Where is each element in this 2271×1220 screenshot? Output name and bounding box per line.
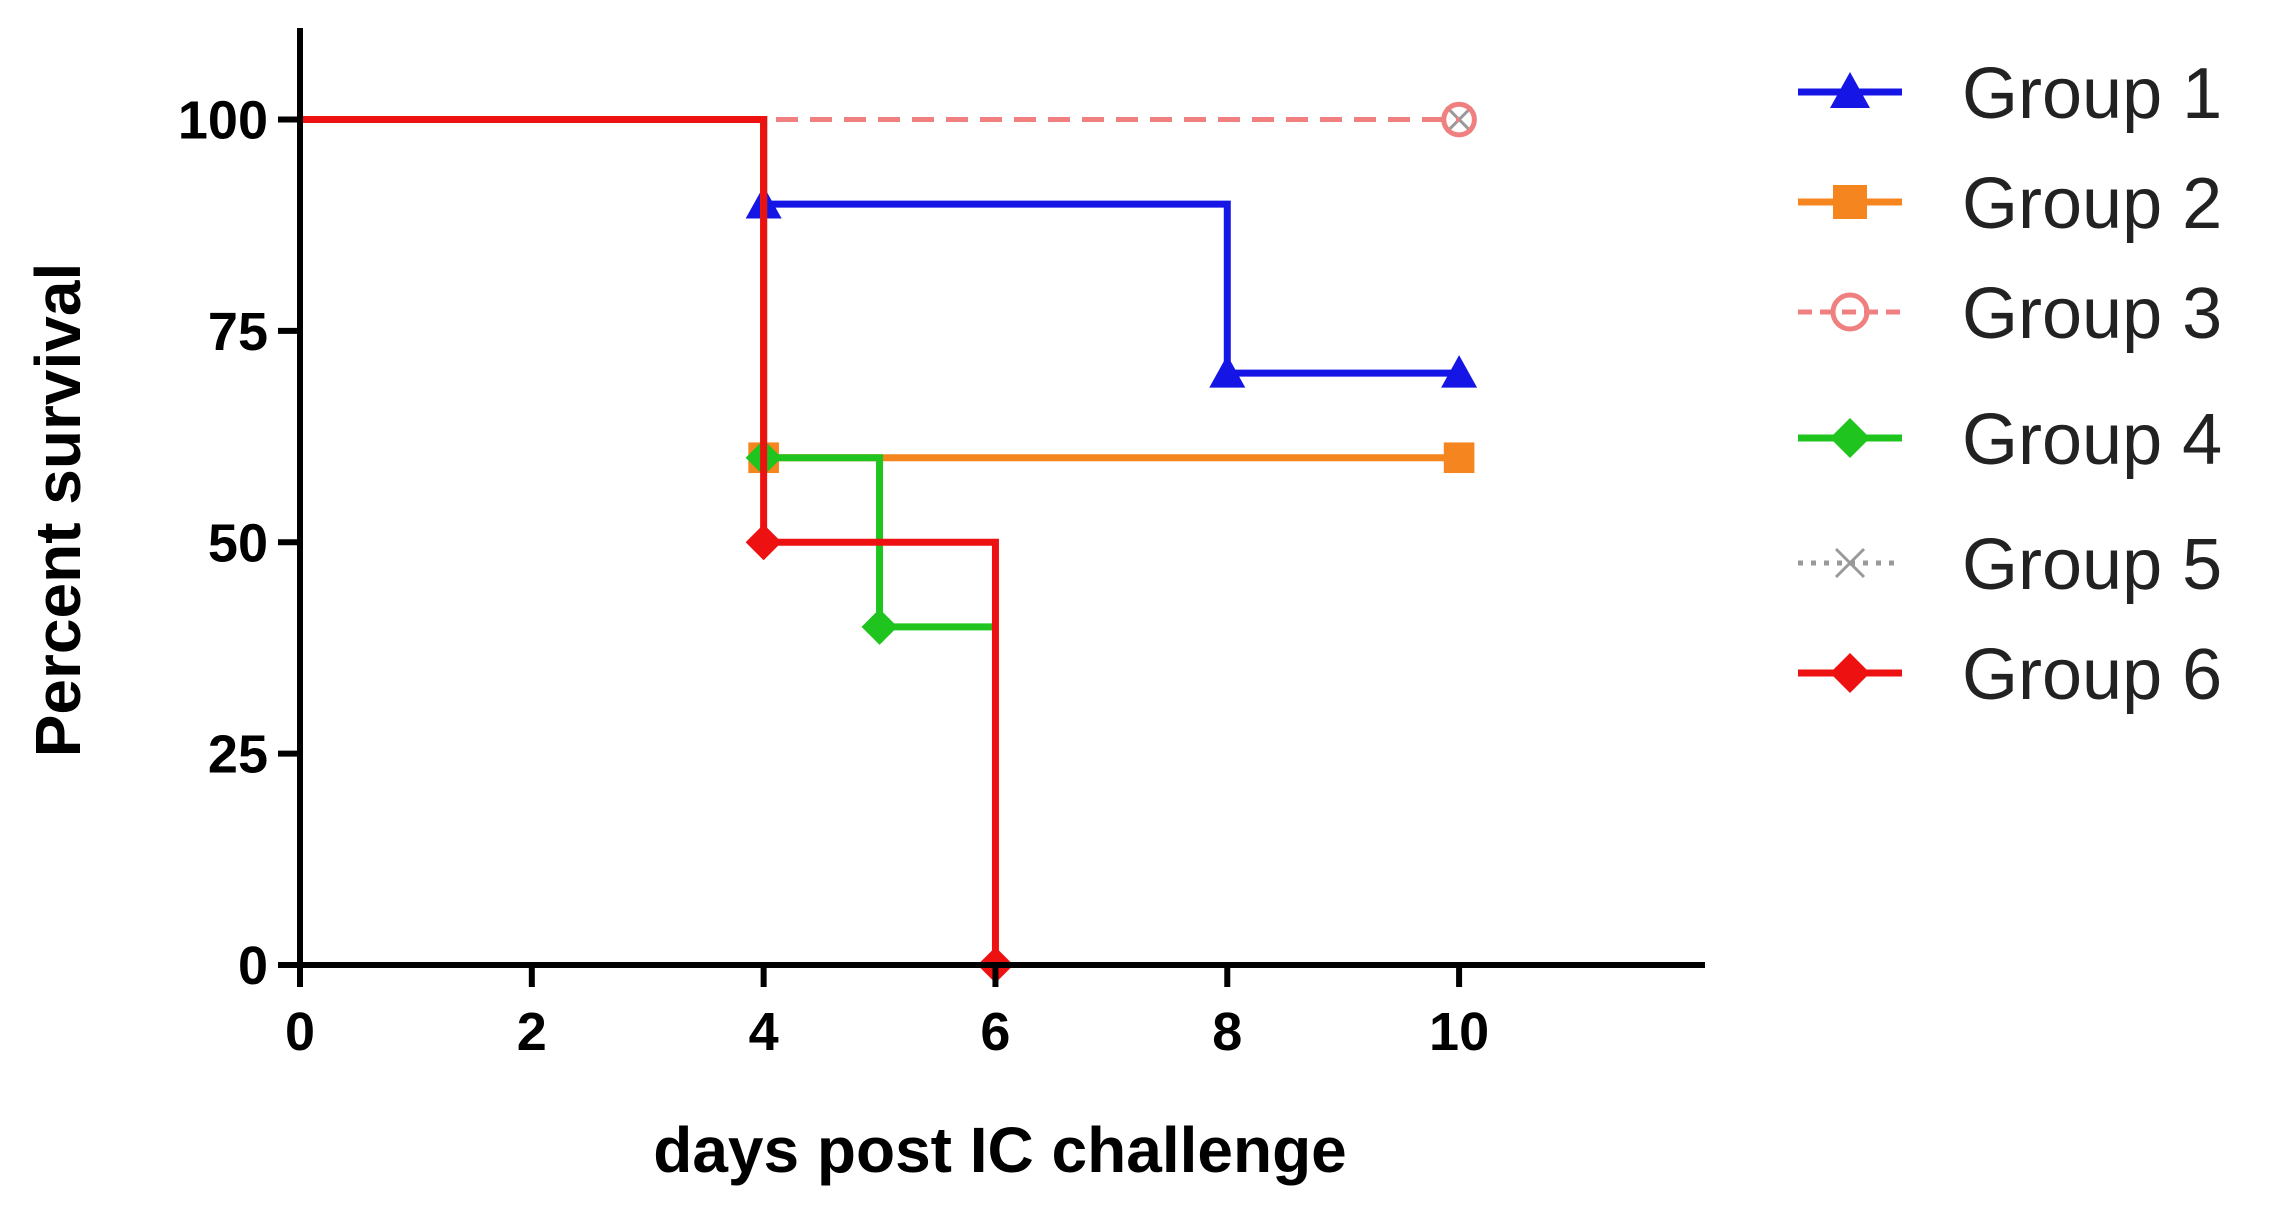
series-layer	[300, 101, 1478, 983]
legend-marker-5	[1834, 547, 1866, 579]
legend-marker-1	[1830, 72, 1870, 108]
legend-item-1: Group 1	[1798, 54, 2222, 134]
x-tick-label-4: 4	[749, 1002, 779, 1062]
legend-label-4: Group 4	[1962, 400, 2222, 480]
x-tick-label-0: 0	[285, 1002, 315, 1062]
legend-item-4: Group 4	[1798, 400, 2222, 480]
point-series-1-2	[1441, 355, 1478, 388]
point-series-4-1	[861, 608, 898, 645]
legend-marker-4	[1830, 418, 1870, 458]
y-tick-label-25: 25	[208, 725, 268, 785]
x-tick-label-10: 10	[1429, 1002, 1489, 1062]
y-tick-label-50: 50	[208, 513, 268, 573]
legend-label-2: Group 2	[1962, 164, 2222, 244]
y-tick-label-0: 0	[238, 936, 268, 996]
legend-label-5: Group 5	[1962, 525, 2222, 605]
series-2	[300, 116, 1475, 474]
legend-item-5: Group 5	[1798, 525, 2222, 605]
x-tick-label-2: 2	[517, 1002, 547, 1062]
series-line-6	[300, 116, 999, 965]
x-tick-label-6: 6	[980, 1002, 1010, 1062]
legend-label-1: Group 1	[1962, 54, 2222, 134]
legend-marker-3	[1830, 292, 1870, 332]
y-tick-label-75: 75	[208, 302, 268, 362]
legend-item-3: Group 3	[1798, 274, 2222, 354]
legend-label-3: Group 3	[1962, 274, 2222, 354]
series-1	[300, 116, 1478, 388]
series-4	[300, 116, 996, 645]
legend-label-6: Group 6	[1962, 635, 2222, 715]
series-3	[300, 101, 1477, 138]
point-series-3-0	[1441, 101, 1477, 138]
series-line-2	[300, 116, 1460, 462]
series-line-1	[300, 116, 1460, 377]
y-tick-label-100: 100	[178, 91, 268, 151]
x-tick-label-8: 8	[1212, 1002, 1242, 1062]
legend-marker-2	[1833, 185, 1867, 219]
point-series-1-1	[1209, 355, 1246, 388]
legend-item-2: Group 2	[1798, 164, 2222, 244]
legend: Group 1 Group 2 Group 3 Group 4 Group 5 Group…	[1798, 54, 2222, 715]
legend-marker-6	[1830, 653, 1870, 693]
legend-item-6: Group 6	[1798, 635, 2222, 715]
y-axis-title: Percent survival	[22, 263, 94, 758]
series-6	[300, 116, 1014, 983]
point-series-2-1	[1443, 442, 1475, 474]
x-axis-title: days post IC challenge	[653, 1114, 1347, 1186]
series-line-4	[300, 116, 996, 631]
point-series-6-0	[745, 524, 782, 561]
